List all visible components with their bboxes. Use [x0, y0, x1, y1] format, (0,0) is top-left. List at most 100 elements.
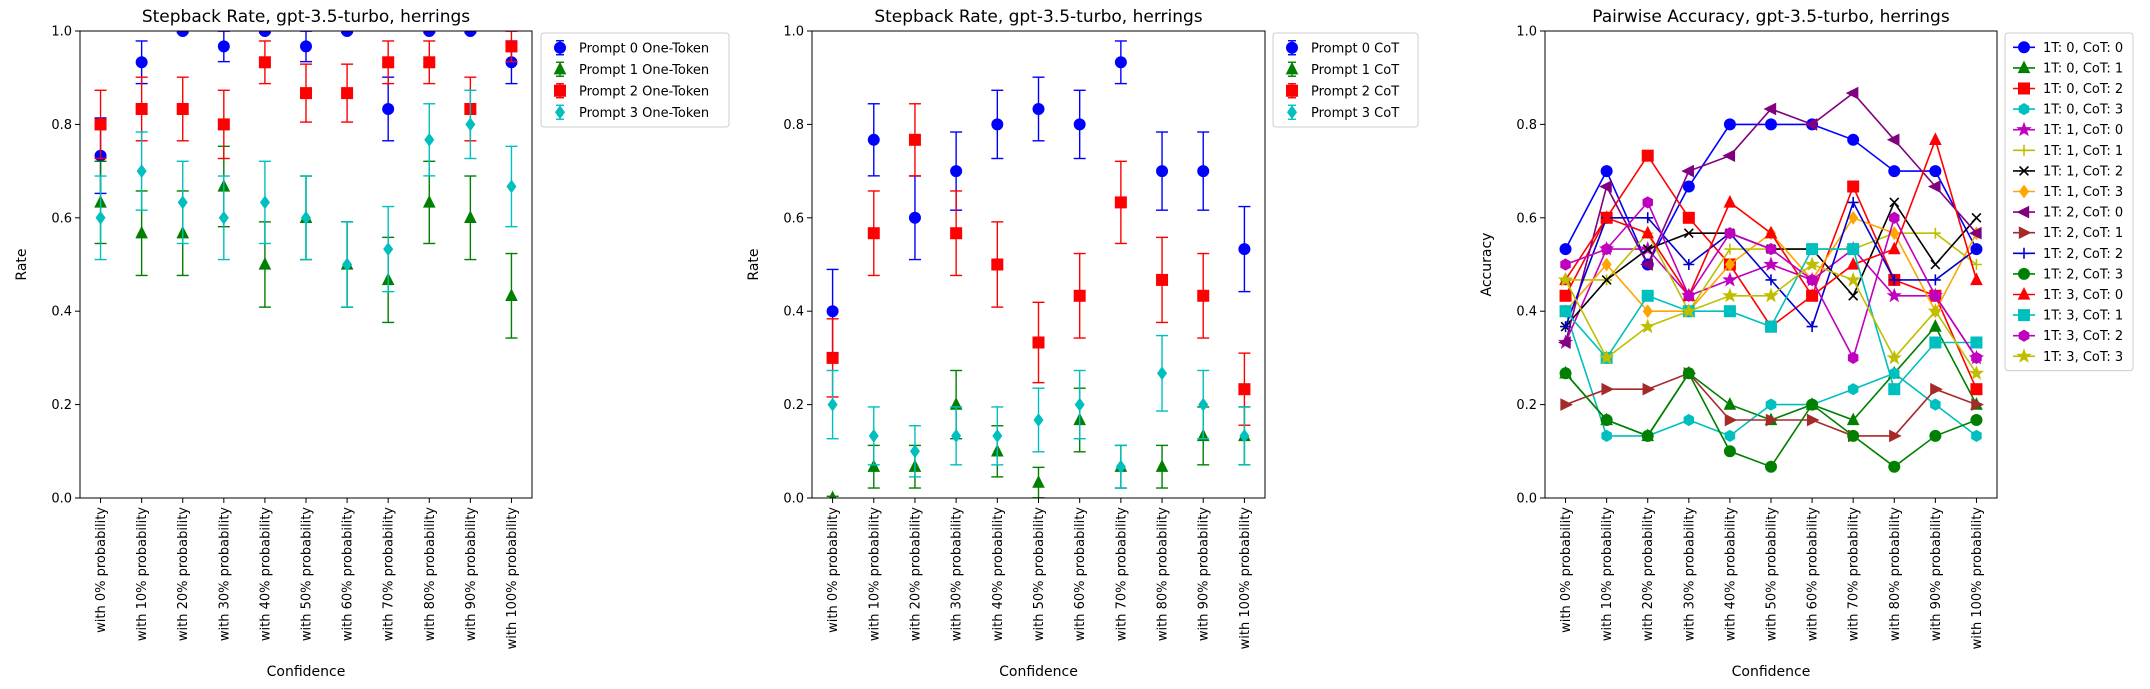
legend-label: 1T: 0, CoT: 0 [2043, 41, 2123, 56]
data-point [909, 444, 920, 459]
y-tick-label: 1.0 [51, 25, 72, 40]
data-point [1970, 383, 1983, 396]
data-point [1888, 460, 1901, 473]
data-point [1847, 429, 1860, 442]
data-point [1724, 227, 1736, 240]
legend-marker [2019, 165, 2029, 176]
y-tick-label: 0.4 [51, 305, 72, 320]
data-point [1032, 102, 1045, 115]
data-point [1724, 429, 1736, 442]
data-point [951, 428, 962, 443]
data-point [136, 164, 147, 179]
series-8 [1558, 86, 1982, 349]
data-point [1804, 256, 1820, 271]
data-point [867, 133, 880, 146]
legend-marker [2016, 348, 2032, 363]
data-point [1114, 196, 1127, 209]
x-tick-label: with 30% probability [1682, 507, 1697, 641]
legend-marker [2018, 309, 2030, 322]
legend-box [1272, 32, 1419, 128]
data-point [465, 117, 476, 132]
data-point [1848, 290, 1859, 301]
data-point [505, 288, 518, 301]
data-point [1600, 210, 1613, 223]
data-point [1642, 212, 1654, 224]
data-point [1559, 289, 1572, 302]
data-point [382, 102, 395, 115]
data-point [1764, 225, 1778, 239]
data-point [423, 56, 436, 69]
legend-entry: 1T: 1, CoT: 1 [2013, 144, 2123, 159]
data-point [1724, 257, 1735, 272]
legend-label: Prompt 1 CoT [1311, 63, 1399, 78]
x-tick-label: with 20% probability [908, 507, 923, 641]
legend-marker [554, 41, 566, 54]
legend-marker [2018, 329, 2030, 342]
data-point [1847, 383, 1859, 396]
legend-label: Prompt 3 CoT [1311, 106, 1399, 121]
data-point [464, 210, 477, 223]
x-tick-label: with 40% probability [1723, 507, 1738, 641]
data-point [1557, 271, 1574, 287]
y-tick-label: 0.8 [783, 118, 804, 133]
data-layer [1557, 86, 1985, 473]
data-point [135, 225, 148, 239]
data-point [1683, 413, 1695, 427]
data-point [1560, 398, 1573, 411]
data-point [1927, 303, 1943, 318]
data-point [341, 31, 354, 37]
legend-entry: 1T: 2, CoT: 1 [2013, 226, 2123, 241]
data-point [1197, 165, 1210, 178]
data-point [1640, 258, 1653, 271]
legend-marker [553, 61, 567, 75]
data-point [1239, 428, 1250, 443]
data-point [1599, 180, 1612, 193]
data-point [382, 56, 395, 69]
data-point [258, 56, 271, 69]
data-point [1683, 228, 1694, 239]
legend: 1T: 0, CoT: 0 1T: 0, CoT: 1 1T: 0, CoT: 2 1… [2004, 32, 2134, 372]
legend-marker [2018, 103, 2030, 116]
legend-entry: 1T: 2, CoT: 0 [2013, 206, 2123, 221]
data-point [1929, 319, 1942, 332]
x-axis-label: Confidence [267, 664, 346, 680]
data-point [218, 210, 229, 225]
legend-box [2004, 32, 2134, 372]
data-point [1155, 459, 1169, 472]
x-tick-label: with 20% probability [176, 507, 191, 641]
legend-entry: 1T: 1, CoT: 2 [2013, 164, 2123, 179]
data-point [828, 490, 837, 498]
data-point [1642, 304, 1653, 319]
data-point [1971, 351, 1982, 364]
data-point [1682, 367, 1695, 380]
legend-entry: 1T: 0, CoT: 3 [2013, 103, 2123, 118]
data-point [1601, 429, 1612, 442]
legend-entry: Prompt 1 One-Token [553, 61, 709, 78]
data-point [1560, 321, 1572, 333]
x-tick-label: with 80% probability [423, 507, 438, 641]
data-point [1806, 413, 1820, 427]
legend-label: 1T: 1, CoT: 0 [2043, 123, 2123, 138]
data-point [1765, 320, 1777, 333]
x-tick-label: with 70% probability [1114, 507, 1129, 641]
data-layer [94, 31, 518, 339]
data-point [1763, 256, 1779, 271]
data-point [1765, 460, 1777, 473]
data-point [826, 305, 839, 318]
y-axis-label: Rate [746, 248, 762, 280]
data-point [1887, 241, 1901, 255]
data-point [1848, 210, 1859, 225]
data-point [135, 102, 148, 115]
legend-marker [2018, 184, 2030, 199]
series-14 [1560, 196, 1982, 364]
data-point [259, 195, 270, 210]
data-point [1115, 459, 1126, 474]
y-tick-label: 0.0 [783, 492, 804, 507]
y-tick-label: 0.8 [51, 118, 72, 133]
data-point [424, 132, 435, 147]
legend-marker [2016, 121, 2032, 137]
data-point [1970, 243, 1982, 255]
x-tick-label: with 90% probability [1929, 507, 1944, 641]
legend-entry: Prompt 3 One-Token [554, 104, 709, 121]
series-13 [1559, 243, 1983, 396]
